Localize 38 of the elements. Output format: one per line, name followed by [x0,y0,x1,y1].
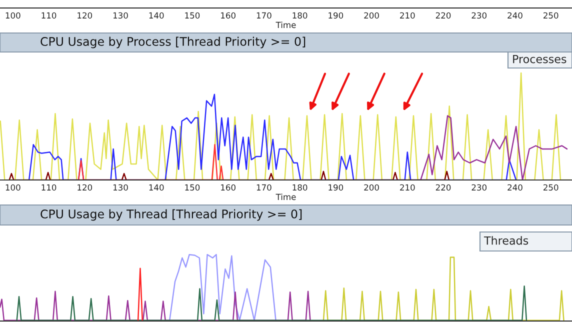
x2-tick-label: 210 [400,12,415,19]
x2-tick-label: 100 [6,12,20,19]
x2-tick-label: 220 [436,12,451,19]
x-tick-label: 220 [436,184,451,191]
text: Threads [484,236,528,245]
x-tick-label: 200 [364,184,379,191]
x2-tick-label: 250 [544,12,558,19]
x2-tick-label: 240 [508,12,522,19]
x2-tick-label: 150 [185,12,200,19]
x-axis-title: Time [276,194,296,200]
x-tick-label: 120 [78,184,92,191]
x-tick-label: 110 [42,184,56,191]
x-tick-label: 150 [185,184,200,191]
x-tick-label: 180 [292,184,308,191]
x2-tick-label: 160 [221,12,236,19]
x-tick-label: 240 [508,184,522,191]
text: Processes [513,54,566,64]
x2-tick-label: 190 [328,12,344,19]
x-tick-label: 250 [544,184,558,191]
x2-axis-title: Time [276,22,296,28]
x2-tick-label: 140 [149,12,164,19]
x-tick-label: 190 [328,184,344,191]
x-tick-label: 160 [221,184,236,191]
x-tick-label: 140 [149,184,164,191]
x-tick-label: 100 [6,184,20,191]
x2-tick-label: 110 [42,12,56,19]
x-tick-label: 170 [256,184,272,191]
chart-title: CPU Usage by Process [Thread Priority >= 0] [40,36,306,48]
x2-tick-label: 230 [472,12,487,19]
x2-tick-label: 130 [113,12,128,19]
x-tick-label: 230 [472,184,487,191]
x2-tick-label: 170 [256,12,272,19]
x2-tick-label: 180 [292,12,308,19]
x-tick-label: 210 [400,184,415,191]
x2-tick-label: 120 [78,12,92,19]
chart-title: CPU Usage by Thread [Thread Priority >= 0] [40,209,302,221]
x2-tick-label: 200 [364,12,379,19]
x-tick-label: 130 [113,184,128,191]
